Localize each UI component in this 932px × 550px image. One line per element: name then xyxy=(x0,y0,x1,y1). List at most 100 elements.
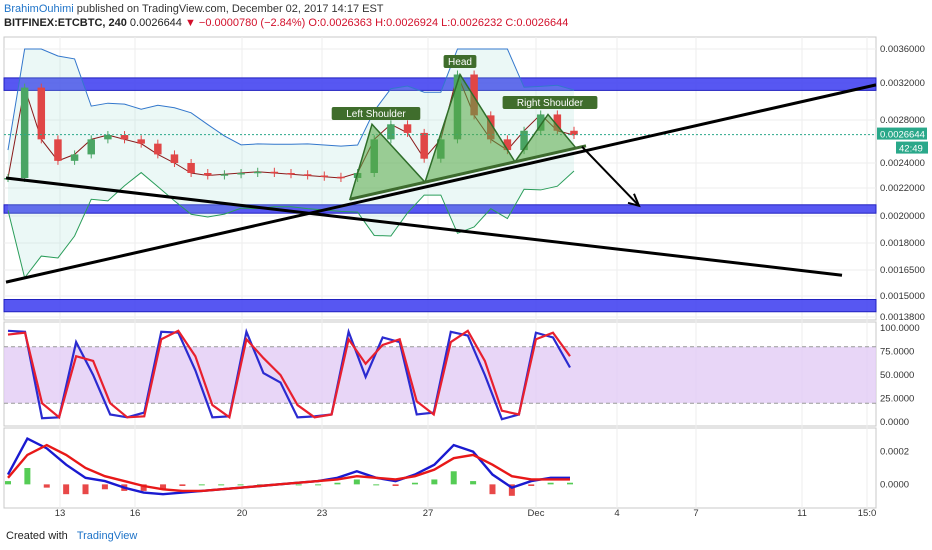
macd-histogram-bar xyxy=(373,484,380,486)
candle-body xyxy=(70,154,79,161)
macd-histogram-bar xyxy=(508,484,515,496)
macd-histogram-bar xyxy=(450,471,457,485)
stoch-tick-label: 0.0000 xyxy=(880,417,909,428)
projection-arrow-line xyxy=(581,146,639,206)
price-tick-label: 0.0028000 xyxy=(880,115,925,126)
macd-histogram-bar xyxy=(470,481,477,485)
candle-body xyxy=(187,163,195,173)
macd-histogram-bar xyxy=(315,484,322,486)
annotation-box xyxy=(443,55,477,68)
macd-histogram-bar xyxy=(160,484,167,490)
candle-body xyxy=(204,173,212,176)
ohlc-values: O:0.0026363 H:0.0026924 L:0.0026232 C:0.… xyxy=(308,17,569,29)
candle-body xyxy=(37,87,46,140)
last-price-tag: 0.0026644 xyxy=(880,130,925,141)
price-tick-label: 0.0016500 xyxy=(880,265,925,276)
candle-body xyxy=(137,139,145,144)
stoch-tick-label: 100.0000 xyxy=(880,323,920,334)
signal-line xyxy=(7,443,570,493)
candle-body xyxy=(387,124,395,140)
countdown-tag: 42:49 xyxy=(899,144,923,155)
author-link[interactable]: BrahimOuhimi xyxy=(4,3,74,15)
annotation-label: Right Shoulder xyxy=(517,98,584,109)
time-tick-label: 15:0 xyxy=(858,508,877,519)
footer: Created with TradingView xyxy=(6,530,137,542)
stoch-tick-label: 25.0000 xyxy=(880,394,914,405)
created-with-text: Created with xyxy=(6,530,68,542)
falling-trendline xyxy=(5,176,843,277)
bollinger-upper xyxy=(7,48,575,151)
candle-body xyxy=(303,174,312,176)
support-zone xyxy=(3,204,877,214)
macd-histogram-bar xyxy=(82,484,89,495)
macd-histogram-bar xyxy=(24,468,31,485)
candle-body xyxy=(320,175,329,177)
macd-histogram-bar xyxy=(295,484,302,486)
symbol-name: BITFINEX:ETCBTC, 240 xyxy=(4,17,127,29)
candle-body xyxy=(20,87,29,178)
candle-body xyxy=(520,130,528,151)
candle-body xyxy=(403,124,412,133)
macd-histogram-bar xyxy=(489,484,496,495)
projection-arrow-head xyxy=(627,193,641,208)
price-change: ▼ −0.0000780 (−2.84%) xyxy=(184,17,306,29)
candle-body xyxy=(536,114,545,131)
time-tick-label: 16 xyxy=(130,508,141,519)
candle-body xyxy=(337,176,345,179)
candle-body xyxy=(170,154,179,163)
price-tick-label: 0.0018000 xyxy=(880,238,925,249)
macd-histogram-bar xyxy=(392,484,399,486)
stoch-band xyxy=(4,346,876,404)
macd-line xyxy=(6,436,570,496)
price-tick-label: 0.0022000 xyxy=(880,183,925,194)
support-zone xyxy=(3,77,877,91)
macd-histogram-bar xyxy=(5,481,11,485)
candle-body xyxy=(253,171,262,174)
candle-body xyxy=(570,130,578,136)
publish-line: BrahimOuhimi published on TradingView.co… xyxy=(4,3,384,15)
time-tick-label: 11 xyxy=(797,508,807,519)
candle-body xyxy=(54,139,62,161)
candle-body xyxy=(104,135,112,140)
macd-tick-label: 0.0002 xyxy=(880,447,909,458)
candle-body xyxy=(220,174,229,176)
time-tick-label: 13 xyxy=(55,508,66,519)
macd-histogram-bar xyxy=(140,484,147,491)
macd-histogram-bar xyxy=(547,482,554,485)
price-tick-label: 0.0032000 xyxy=(880,78,925,89)
price-tick-label: 0.0015000 xyxy=(880,291,925,302)
candle-body xyxy=(237,173,245,175)
candle-body xyxy=(87,139,95,155)
time-tick-label: 4 xyxy=(614,508,619,519)
macd-histogram-bar xyxy=(218,484,225,486)
price-pane-frame xyxy=(3,36,877,321)
support-zone xyxy=(3,299,877,313)
macd-histogram-bar xyxy=(101,484,108,490)
stoch-tick-label: 75.0000 xyxy=(880,347,914,358)
macd-histogram-bar xyxy=(334,482,341,485)
macd-histogram-bar xyxy=(43,484,50,488)
publish-info: published on TradingView.com, December 0… xyxy=(76,3,384,15)
stoch-tick-label: 50.0000 xyxy=(880,370,914,381)
symbol-line: BITFINEX:ETCBTC, 240 0.0026644 ▼ −0.0000… xyxy=(4,17,568,29)
time-tick-label: 20 xyxy=(237,508,248,519)
tradingview-brand[interactable]: TradingView xyxy=(76,530,138,542)
macd-histogram-bar xyxy=(179,484,186,486)
annotation-label: Left Shoulder xyxy=(346,109,406,120)
annotation-box xyxy=(502,96,598,109)
macd-histogram-bar xyxy=(431,479,438,485)
countdown-tag-bg xyxy=(896,141,928,154)
last-price-tag-bg xyxy=(877,127,927,140)
macd-histogram-bar xyxy=(567,482,573,485)
price-tick-label: 0.0024000 xyxy=(880,158,925,169)
candle-body xyxy=(420,132,428,159)
bollinger-band-fill xyxy=(8,49,574,278)
time-tick-label: 7 xyxy=(693,508,698,519)
candle-body xyxy=(270,171,279,174)
annotation-box xyxy=(331,107,421,120)
macd-histogram-bar xyxy=(237,484,244,486)
macd-histogram-bar xyxy=(198,484,205,486)
time-tick-label: Dec xyxy=(528,508,545,519)
price-tick-label: 0.0020000 xyxy=(880,211,925,222)
